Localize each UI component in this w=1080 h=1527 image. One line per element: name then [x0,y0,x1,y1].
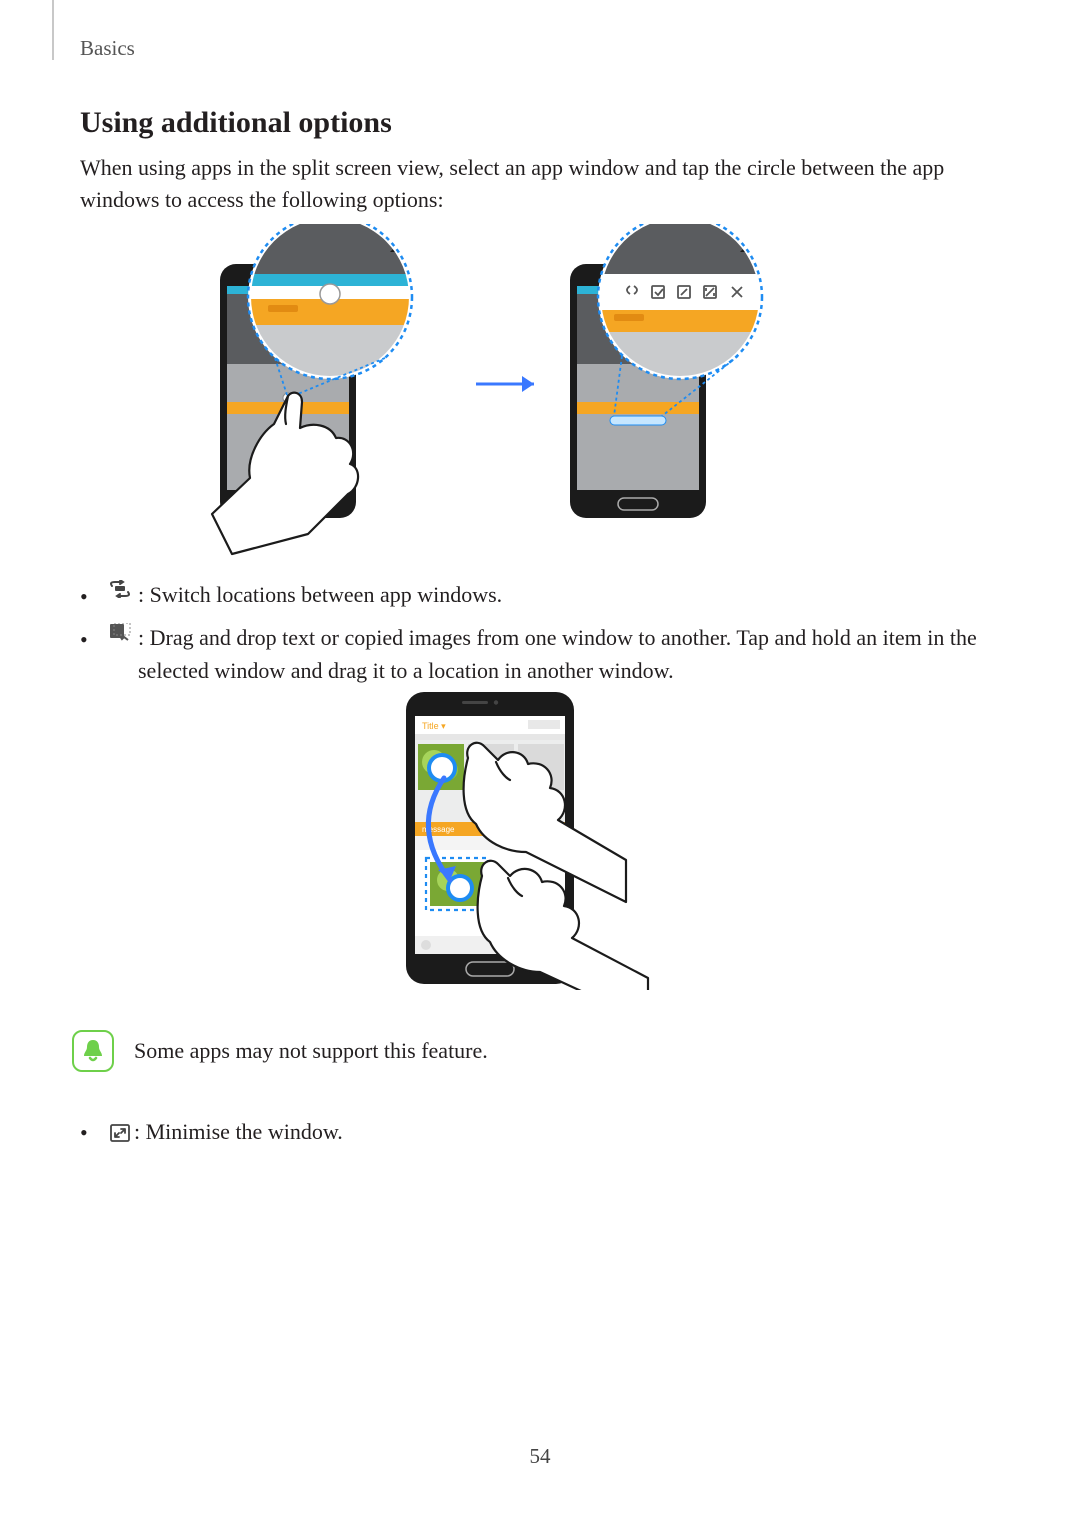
breadcrumb: Basics [80,36,135,61]
bullet-dot: • [80,1118,106,1146]
bullet-dot: • [80,578,106,613]
option-list: • : Switch locations between app windows… [80,578,1000,695]
note-text: Some apps may not support this feature. [134,1038,488,1064]
bullet-dot: • [80,621,106,656]
page-number: 54 [0,1444,1080,1469]
figure-drag-drop: Title ▾ message [396,688,696,990]
svg-text:Title ▾: Title ▾ [422,721,446,731]
note-row: Some apps may not support this feature. [72,1030,1000,1072]
bullet-minimise: • : Minimise the window. [80,1118,1000,1146]
minimise-icon [106,1122,134,1142]
header-divider [52,0,54,60]
section-heading: Using additional options [80,106,392,140]
bullet-switch-text: : Switch locations between app windows. [134,578,1000,611]
bullet-minimise-text: : Minimise the window. [134,1119,343,1145]
bullet-drag: • : Drag and drop text or copied images … [80,621,1000,687]
bullet-drag-text: : Drag and drop text or copied images fr… [134,621,1000,687]
figure-split-screen-options [200,224,880,560]
note-icon [72,1030,114,1072]
switch-icon [106,578,134,598]
drag-icon [106,621,134,643]
bullet-switch: • : Switch locations between app windows… [80,578,1000,613]
intro-paragraph: When using apps in the split screen view… [80,152,1000,216]
